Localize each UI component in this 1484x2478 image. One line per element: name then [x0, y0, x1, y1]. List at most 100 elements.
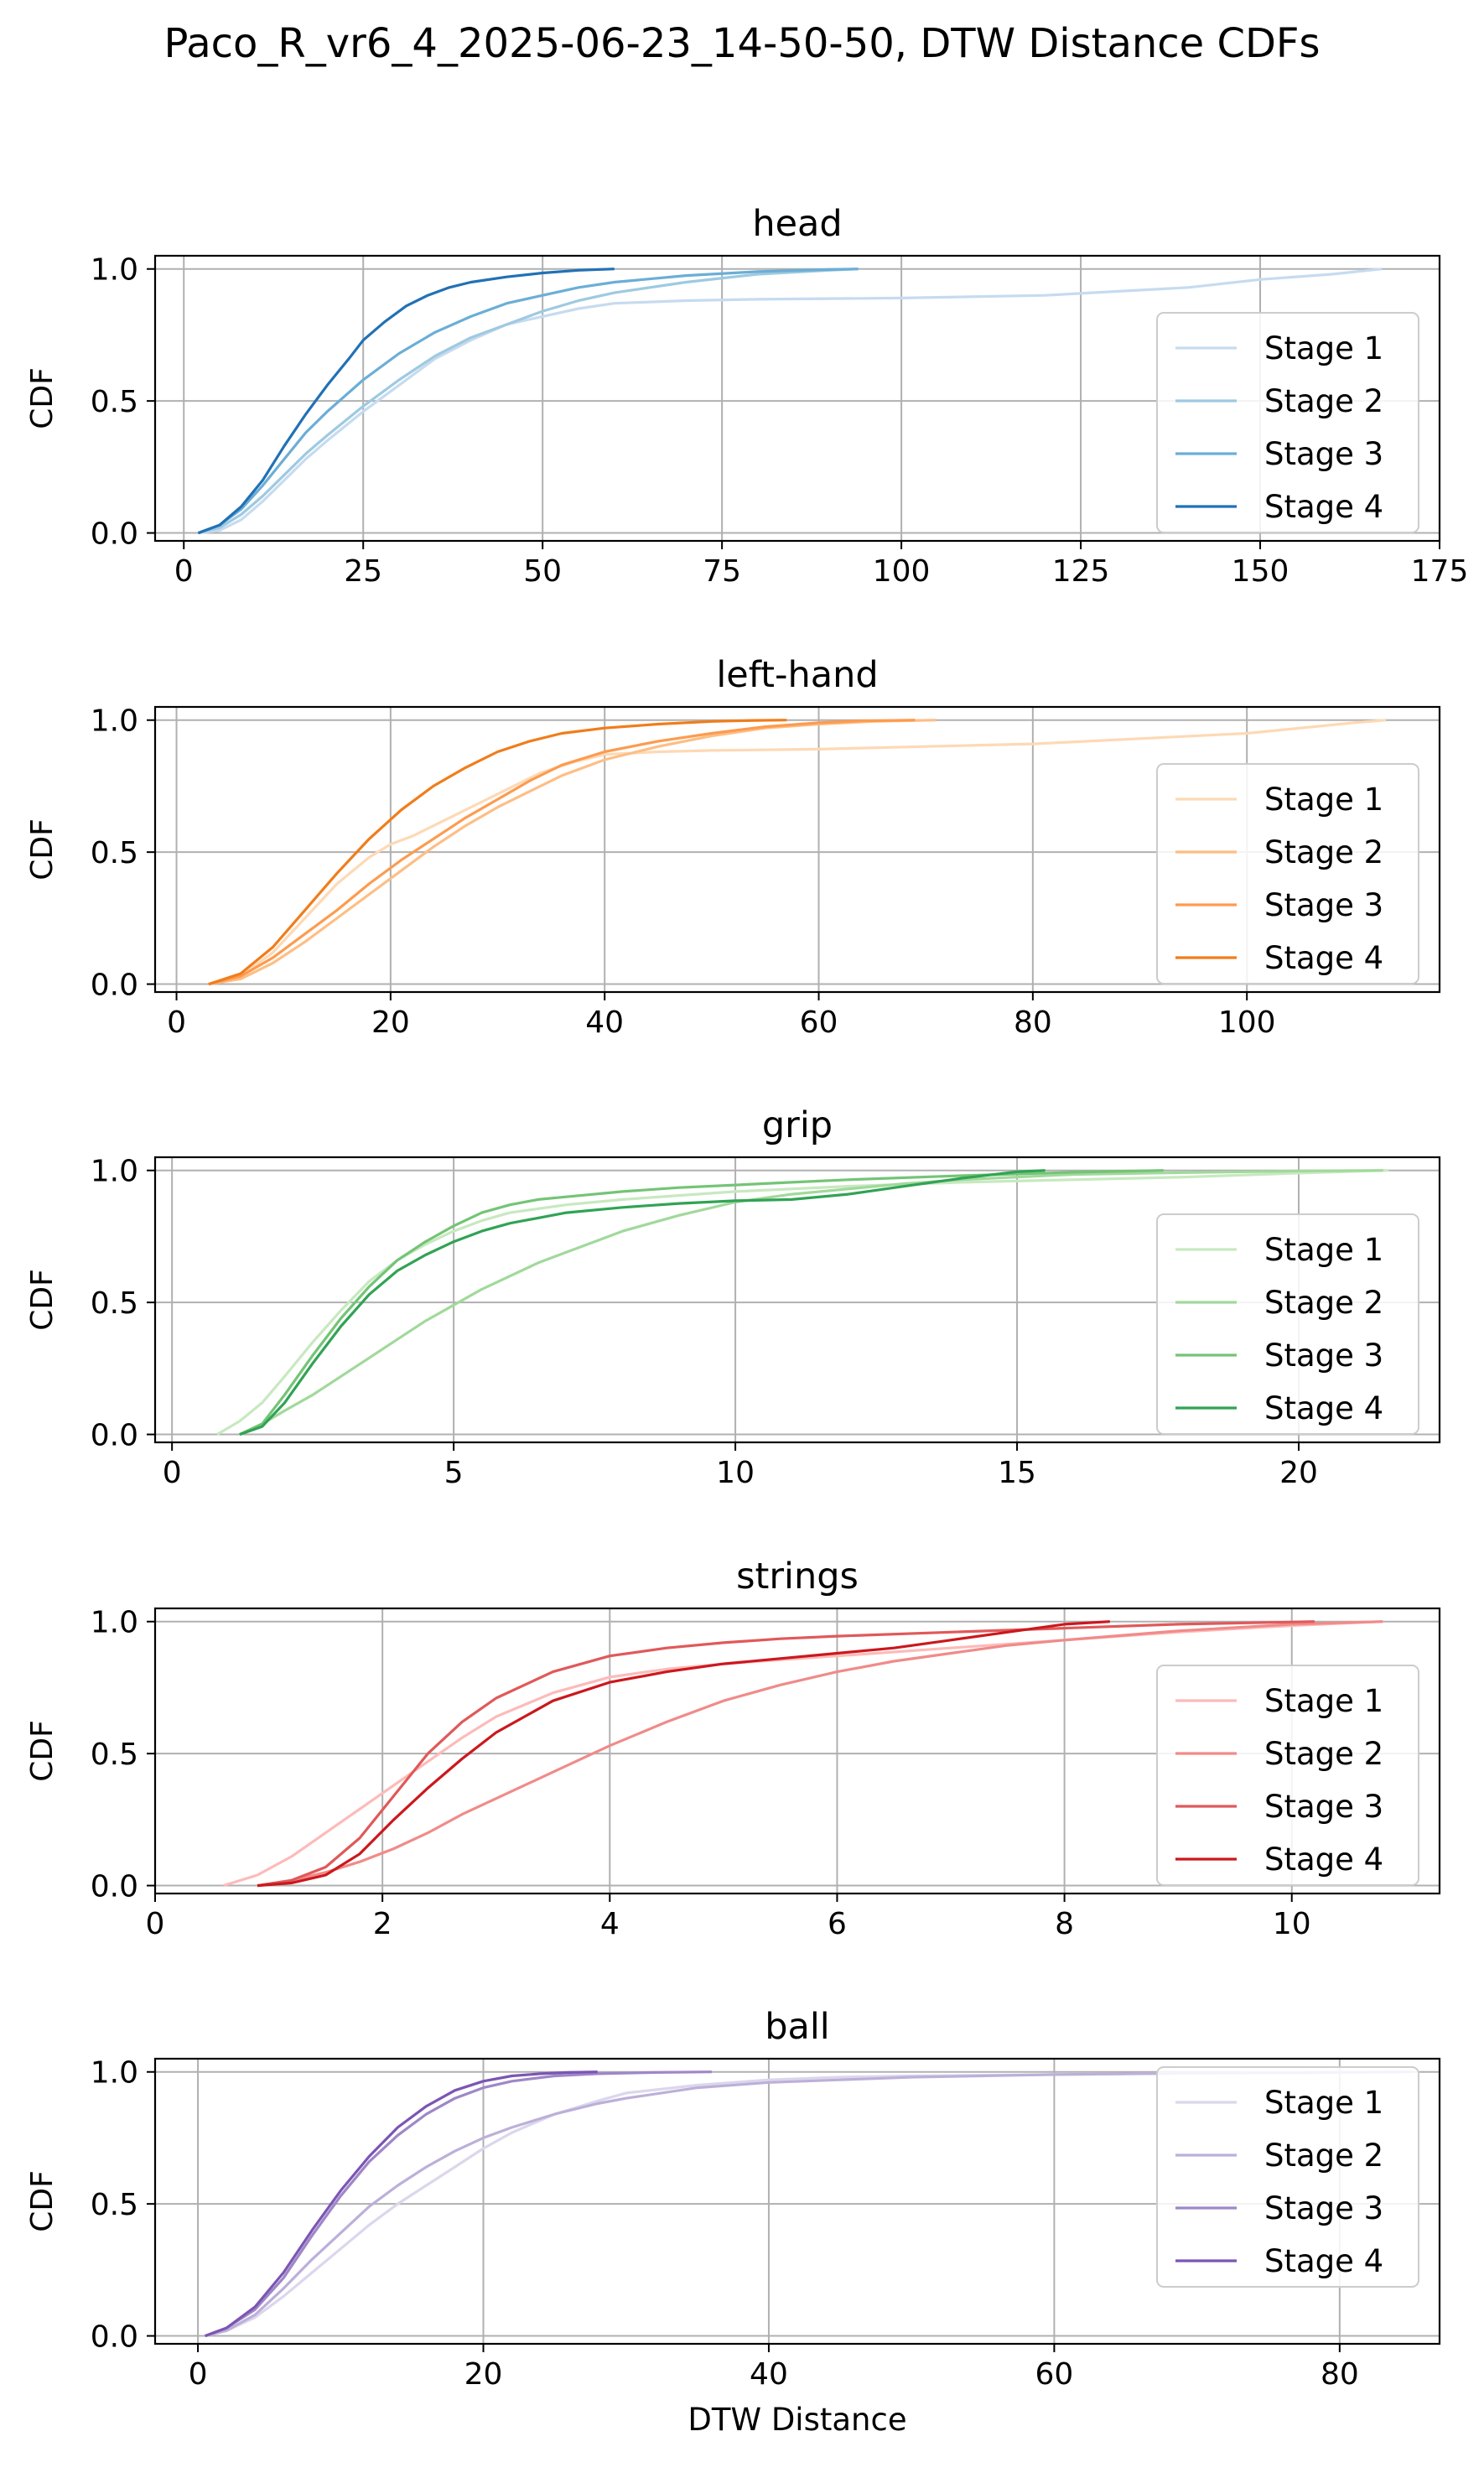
x-tick-label: 60 [800, 1005, 838, 1040]
y-axis-label: CDF [25, 2170, 60, 2232]
series-line-2 [239, 1169, 1383, 1436]
subplot-left-hand: 0 20 40 60 80 100 0.0 0.5 1.0 left-hand CDF Stage 1… [25, 654, 1441, 1040]
y-tick-label: 1.0 [91, 704, 138, 739]
legend-entry: Stage 1 [1264, 1232, 1383, 1268]
x-tick-label: 125 [1052, 554, 1110, 589]
x-tick-label: 0 [163, 1456, 182, 1490]
y-tick-label: 0.0 [91, 517, 138, 552]
axes-frame [153, 2057, 1441, 2346]
subplot-title: grip [762, 1104, 833, 1146]
legend-entry: Stage 1 [1264, 330, 1383, 366]
axes-frame [153, 1607, 1441, 1895]
x-tick-label: 20 [1279, 1456, 1318, 1490]
legend-entry: Stage 1 [1264, 1683, 1383, 1719]
subplot-strings: 0 2 4 6 8 10 0.0 0.5 1.0 strings CDF Stage 1 Stage 2… [25, 1556, 1441, 1941]
x-tick-label: 0 [174, 554, 194, 589]
y-axis-label: CDF [25, 1269, 60, 1331]
axes-frame [153, 705, 1441, 994]
x-tick-label: 40 [750, 2357, 788, 2392]
subplot-ball: 0 20 40 60 80 0.0 0.5 1.0 ball CDF DTW Distance Sta… [25, 2006, 1441, 2438]
y-tick-label: 1.0 [91, 2056, 138, 2091]
y-tick-label: 0.5 [91, 836, 138, 870]
y-tick-label: 1.0 [91, 1155, 138, 1189]
series-line-1 [216, 1169, 1389, 1436]
axes-frame [153, 1156, 1441, 1444]
y-tick-label: 0.5 [91, 2188, 138, 2222]
y-axis-label: CDF [25, 818, 60, 881]
x-tick-label: 0 [146, 1907, 165, 1941]
x-axis-label: DTW Distance [688, 2402, 906, 2438]
figure-title: Paco_R_vr6_4_2025-06-23_14-50-50, DTW Di… [163, 20, 1320, 67]
x-tick-label: 80 [1321, 2357, 1359, 2392]
legend-entry: Stage 2 [1264, 1285, 1383, 1321]
series-line-3 [239, 1169, 1164, 1436]
legend-box [1156, 1665, 1419, 1886]
series-line-2 [205, 2070, 1412, 2338]
x-tick-label: 75 [703, 554, 741, 589]
legend-entry: Stage 2 [1264, 834, 1383, 870]
subplot-title: ball [765, 2006, 830, 2048]
legend-entry: Stage 4 [1264, 1390, 1383, 1426]
legend: Stage 1 Stage 2 Stage 3 Stage 4 [1156, 1213, 1419, 1435]
series-line-3 [208, 719, 916, 986]
x-tick-label: 150 [1232, 554, 1289, 589]
series-line-4 [239, 1169, 1046, 1436]
legend-entry: Stage 4 [1264, 940, 1383, 976]
y-tick-label: 0.0 [91, 969, 138, 1003]
y-tick-label: 0.5 [91, 1738, 138, 1772]
x-tick-label: 6 [828, 1907, 847, 1941]
legend: Stage 1 Stage 2 Stage 3 Stage 4 [1156, 763, 1419, 984]
x-tick-label: 0 [189, 2357, 208, 2392]
x-tick-label: 10 [716, 1456, 755, 1490]
legend-entry: Stage 3 [1264, 436, 1383, 472]
x-tick-label: 10 [1273, 1907, 1311, 1941]
legend-entry: Stage 2 [1264, 2138, 1383, 2174]
legend-entry: Stage 4 [1264, 2243, 1383, 2279]
x-tick-label: 60 [1035, 2357, 1073, 2392]
y-tick-label: 0.5 [91, 1286, 138, 1321]
series-line-3 [197, 268, 859, 535]
legend-entry: Stage 1 [1264, 2085, 1383, 2121]
legend-entry: Stage 3 [1264, 2190, 1383, 2226]
x-tick-label: 25 [344, 554, 382, 589]
legend: Stage 1 Stage 2 Stage 3 Stage 4 [1156, 1665, 1419, 1886]
subplot-title: left-hand [716, 654, 878, 696]
legend-box [1156, 763, 1419, 984]
series-line-2 [257, 1620, 1383, 1888]
y-tick-label: 0.0 [91, 2320, 138, 2355]
x-tick-label: 20 [371, 1005, 410, 1040]
subplot-title: strings [736, 1556, 859, 1597]
series-line-4 [208, 719, 787, 986]
x-tick-label: 5 [444, 1456, 464, 1490]
legend-entry: Stage 3 [1264, 1789, 1383, 1825]
x-tick-label: 0 [167, 1005, 186, 1040]
legend-entry: Stage 3 [1264, 1338, 1383, 1374]
legend-entry: Stage 4 [1264, 1842, 1383, 1878]
legend-entry: Stage 3 [1264, 887, 1383, 923]
x-tick-label: 40 [585, 1005, 624, 1040]
legend-box [1156, 312, 1419, 533]
y-tick-label: 0.5 [91, 385, 138, 419]
y-tick-label: 1.0 [91, 1606, 138, 1640]
y-tick-label: 0.0 [91, 1870, 138, 1904]
x-tick-label: 4 [600, 1907, 620, 1941]
x-tick-label: 20 [464, 2357, 503, 2392]
y-tick-label: 0.0 [91, 1419, 138, 1453]
x-tick-label: 15 [998, 1456, 1036, 1490]
legend: Stage 1 Stage 2 Stage 3 Stage 4 [1156, 2066, 1419, 2288]
series-line-4 [197, 268, 615, 535]
y-axis-label: CDF [25, 1720, 60, 1782]
x-tick-label: 100 [873, 554, 931, 589]
x-tick-label: 100 [1218, 1005, 1276, 1040]
x-tick-label: 2 [373, 1907, 392, 1941]
axes-frame [153, 254, 1441, 543]
legend-entry: Stage 2 [1264, 383, 1383, 419]
series-line-3 [205, 2070, 712, 2338]
x-tick-label: 175 [1411, 554, 1469, 589]
y-axis-label: CDF [25, 367, 60, 429]
legend: Stage 1 Stage 2 Stage 3 Stage 4 [1156, 312, 1419, 533]
legend-entry: Stage 1 [1264, 782, 1383, 818]
x-tick-label: 50 [523, 554, 562, 589]
